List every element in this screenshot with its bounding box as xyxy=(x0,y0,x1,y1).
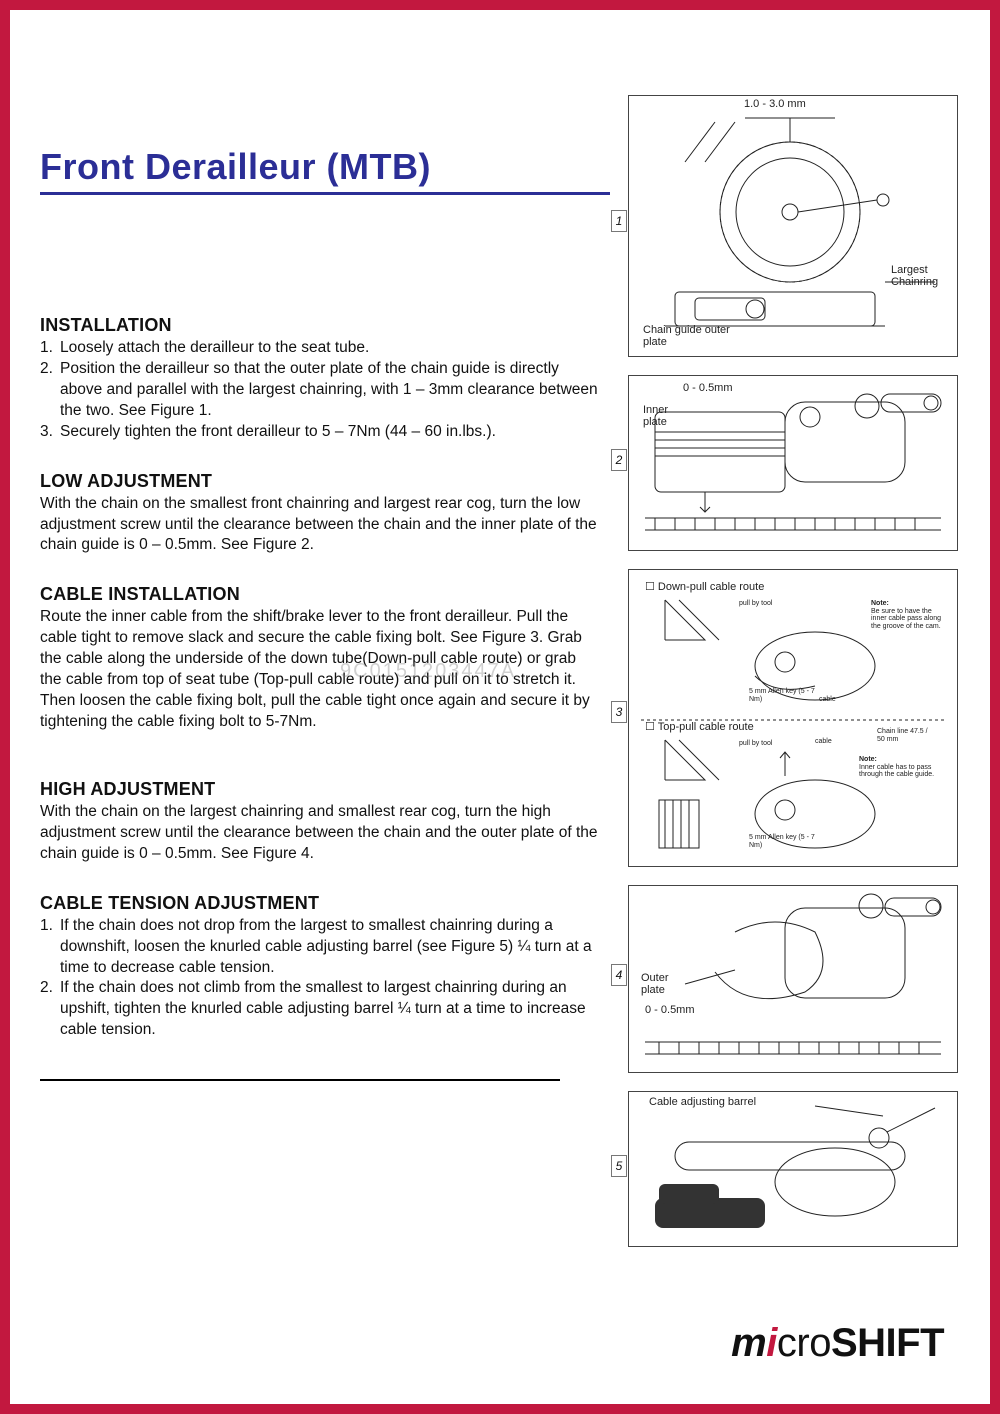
fig3-note2: Note:Inner cable has to pass through the… xyxy=(859,756,949,779)
figure-number: 3 xyxy=(611,701,627,723)
fig2-inner-plate: Inner plate xyxy=(643,404,683,428)
list-text: Position the derailleur so that the oute… xyxy=(60,359,600,422)
figure-5: 5 Cable adjusting barrel xyxy=(628,1091,958,1247)
installation-item-3: 3. Securely tighten the front derailleur… xyxy=(40,422,600,443)
list-text: If the chain does not climb from the sma… xyxy=(60,978,600,1041)
content-columns: INSTALLATION 1. Loosely attach the derai… xyxy=(40,315,960,1265)
fig1-chain-guide: Chain guide outer plate xyxy=(643,324,733,348)
bottom-rule xyxy=(40,1079,560,1081)
fig3-cable1: cable xyxy=(819,696,836,704)
figures-column: 1 xyxy=(628,95,958,1265)
logo-m: m xyxy=(731,1321,766,1365)
fig3-note1: Note:Be sure to have the inner cable pas… xyxy=(871,600,949,631)
figure-number: 5 xyxy=(611,1155,627,1177)
fig2-gap: 0 - 0.5mm xyxy=(683,382,733,394)
heading-installation: INSTALLATION xyxy=(40,315,600,336)
figure-4: 4 xyxy=(628,885,958,1073)
fig3-chainline: Chain line 47.5 / 50 mm xyxy=(877,728,937,743)
heading-high: HIGH ADJUSTMENT xyxy=(40,779,600,800)
fig3-top-route: ☐ Top-pull cable route xyxy=(645,720,754,733)
fig3-pull1: pull by tool xyxy=(739,600,772,608)
fig3-cable2: cable xyxy=(815,738,832,746)
installation-item-2: 2. Position the derailleur so that the o… xyxy=(40,359,600,422)
heading-cable-install: CABLE INSTALLATION xyxy=(40,584,600,605)
list-number: 1. xyxy=(40,338,60,359)
fig3-allen1: 5 mm Allen key (5 - 7 Nm) xyxy=(749,688,829,703)
figure-number: 1 xyxy=(611,210,627,232)
figure-number: 2 xyxy=(611,449,627,471)
page: Front Derailleur (MTB) INSTALLATION 1. L… xyxy=(0,0,1000,1414)
logo-shift: SHIFT xyxy=(831,1321,944,1365)
figure-5-drawing xyxy=(635,1098,951,1240)
text-column: INSTALLATION 1. Loosely attach the derai… xyxy=(40,315,600,1265)
figure-number: 4 xyxy=(611,964,627,986)
fig3-pull2: pull by tool xyxy=(739,740,772,748)
document-title: Front Derailleur (MTB) xyxy=(40,146,610,195)
fig3-allen2: 5 mm Allen key (5 - 7 Nm) xyxy=(749,834,829,849)
figure-4-drawing xyxy=(635,892,951,1066)
list-number: 2. xyxy=(40,359,60,422)
fig3-down-route: ☐ Down-pull cable route xyxy=(645,580,764,593)
logo-cro: cro xyxy=(777,1321,831,1365)
list-number: 2. xyxy=(40,978,60,1041)
list-number: 3. xyxy=(40,422,60,443)
fig4-gap: 0 - 0.5mm xyxy=(645,1004,695,1016)
list-text: If the chain does not drop from the larg… xyxy=(60,916,600,979)
logo-i: i xyxy=(766,1321,777,1365)
fig4-outer-plate: Outer plate xyxy=(641,972,681,996)
heading-low: LOW ADJUSTMENT xyxy=(40,471,600,492)
figure-1-drawing xyxy=(635,102,951,350)
tension-item-2: 2. If the chain does not climb from the … xyxy=(40,978,600,1041)
brand-logo: microSHIFT xyxy=(731,1321,944,1366)
installation-item-1: 1. Loosely attach the derailleur to the … xyxy=(40,338,600,359)
figure-1: 1 xyxy=(628,95,958,357)
fig1-dim: 1.0 - 3.0 mm xyxy=(744,98,806,110)
list-text: Loosely attach the derailleur to the sea… xyxy=(60,338,600,359)
cable-install-body: Route the inner cable from the shift/bra… xyxy=(40,607,600,733)
low-body: With the chain on the smallest front cha… xyxy=(40,494,600,557)
figure-3: 3 xyxy=(628,569,958,867)
tension-item-1: 1. If the chain does not drop from the l… xyxy=(40,916,600,979)
heading-cable-tension: CABLE TENSION ADJUSTMENT xyxy=(40,893,600,914)
list-number: 1. xyxy=(40,916,60,979)
list-text: Securely tighten the front derailleur to… xyxy=(60,422,600,443)
fig5-barrel: Cable adjusting barrel xyxy=(649,1096,756,1108)
high-body: With the chain on the largest chainring … xyxy=(40,802,600,865)
fig1-largest-chainring: Largest Chainring xyxy=(891,264,951,288)
figure-2: 2 xyxy=(628,375,958,551)
